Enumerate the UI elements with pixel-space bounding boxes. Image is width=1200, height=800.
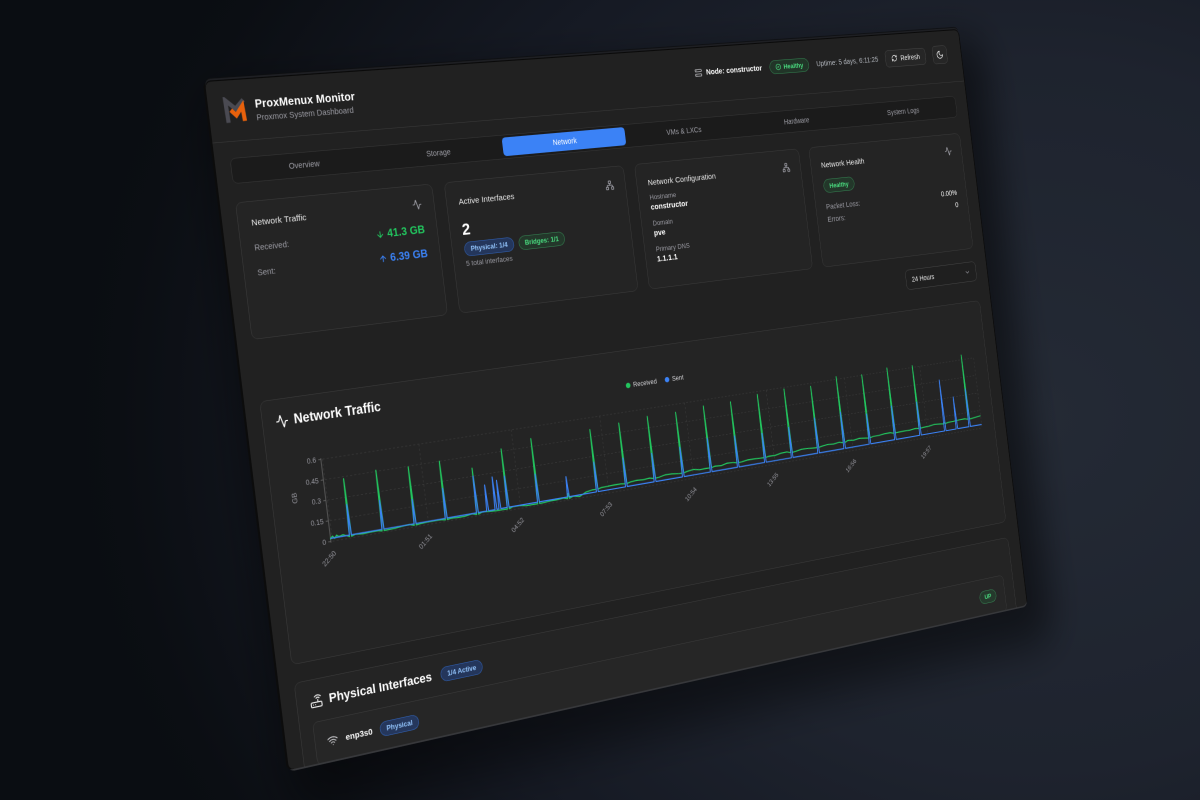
svg-text:13:55: 13:55 bbox=[766, 471, 780, 488]
svg-text:22:50: 22:50 bbox=[320, 549, 337, 568]
svg-text:01:51: 01:51 bbox=[417, 532, 434, 551]
svg-text:0.45: 0.45 bbox=[305, 476, 319, 487]
svg-text:0.15: 0.15 bbox=[310, 517, 324, 528]
svg-text:GB: GB bbox=[290, 492, 300, 504]
svg-text:07:53: 07:53 bbox=[598, 500, 613, 518]
svg-text:0: 0 bbox=[322, 538, 327, 548]
svg-text:16:56: 16:56 bbox=[844, 457, 858, 474]
svg-text:0.6: 0.6 bbox=[306, 456, 316, 466]
svg-text:0.3: 0.3 bbox=[311, 497, 321, 507]
svg-text:19:57: 19:57 bbox=[920, 444, 933, 461]
svg-text:04:52: 04:52 bbox=[510, 516, 526, 535]
svg-text:10:54: 10:54 bbox=[684, 485, 699, 503]
